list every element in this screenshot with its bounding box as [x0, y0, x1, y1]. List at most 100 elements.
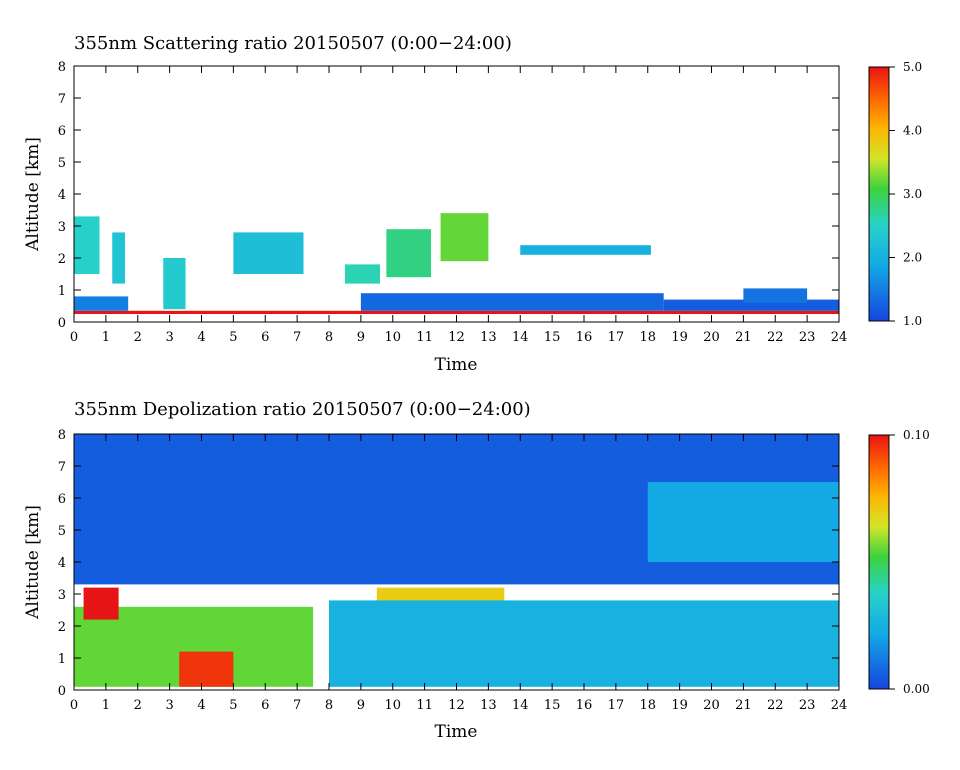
y-tick-label: 0 — [58, 316, 66, 331]
x-tick-label: 19 — [671, 698, 688, 713]
heatmap-cell-12 — [743, 288, 808, 303]
depolarization-axis-ticks: 0 1 2 3 4 5 6 7 8 9 10 11 12 13 14 15 16 17 18 19 20 21 22 23 24… — [58, 428, 848, 713]
heatmap-cell-3 — [83, 587, 119, 620]
x-tick-label: 20 — [703, 330, 720, 345]
scattering-marks — [74, 213, 839, 314]
colorbar-tick-label: 0.00 — [903, 682, 930, 696]
colorbar-tick-label: 5.0 — [903, 60, 922, 74]
scattering-colorbar — [868, 66, 890, 322]
y-tick-label: 2 — [58, 252, 66, 267]
x-tick-label: 22 — [767, 698, 784, 713]
x-tick-label: 3 — [165, 698, 173, 713]
x-tick-label: 12 — [448, 698, 465, 713]
y-tick-label: 8 — [58, 428, 66, 443]
scattering-plot-area — [74, 66, 839, 322]
y-tick-label: 6 — [58, 124, 66, 139]
x-tick-label: 19 — [671, 330, 688, 345]
y-tick-label: 5 — [58, 524, 66, 539]
heatmap-cell-1 — [74, 296, 129, 311]
x-tick-label: 5 — [229, 330, 237, 345]
x-tick-label: 10 — [384, 330, 401, 345]
x-tick-label: 9 — [357, 698, 365, 713]
y-tick-label: 6 — [58, 492, 66, 507]
x-tick-label: 4 — [197, 330, 205, 345]
x-tick-label: 7 — [293, 698, 301, 713]
y-tick-label: 1 — [58, 652, 66, 667]
x-tick-label: 22 — [767, 330, 784, 345]
x-tick-label: 0 — [70, 330, 78, 345]
x-tick-label: 6 — [261, 698, 269, 713]
x-tick-label: 18 — [639, 698, 656, 713]
x-tick-label: 14 — [512, 698, 529, 713]
x-tick-label: 13 — [480, 330, 497, 345]
scattering-colorbar-ticks: 1.0 2.0 3.0 4.0 5.0 — [889, 60, 922, 328]
scattering-title: 355nm Scattering ratio 20150507 (0:00−24… — [74, 33, 512, 54]
x-tick-label: 16 — [576, 330, 593, 345]
x-tick-label: 23 — [799, 330, 816, 345]
x-tick-label: 6 — [261, 330, 269, 345]
y-tick-label: 0 — [58, 684, 66, 699]
x-tick-label: 8 — [325, 698, 333, 713]
heatmap-cell-11 — [663, 299, 839, 311]
x-tick-label: 17 — [608, 698, 625, 713]
y-tick-label: 2 — [58, 620, 66, 635]
heatmap-cell-2 — [179, 651, 234, 687]
x-tick-label: 11 — [416, 330, 433, 345]
x-tick-label: 7 — [293, 330, 301, 345]
scattering-axis-ticks: 0 1 2 3 4 5 6 7 8 9 10 11 12 13 14 15 16 17 18 19 20 21 22 23 24… — [58, 60, 848, 345]
heatmap-cell-8 — [440, 213, 489, 262]
depolarization-title: 355nm Depolization ratio 20150507 (0:00−… — [74, 399, 531, 420]
y-tick-label: 7 — [58, 92, 66, 107]
x-tick-label: 5 — [229, 698, 237, 713]
heatmap-cell-6 — [344, 264, 380, 284]
colorbar-tick-label: 4.0 — [903, 124, 922, 138]
depolarization-xlabel: Time — [435, 722, 478, 742]
heatmap-cell-9 — [520, 245, 651, 255]
x-tick-label: 2 — [134, 698, 142, 713]
x-tick-label: 2 — [134, 330, 142, 345]
x-tick-label: 12 — [448, 330, 465, 345]
x-tick-label: 21 — [735, 698, 752, 713]
y-tick-label: 5 — [58, 156, 66, 171]
heatmap-cell-4 — [163, 258, 186, 310]
heatmap-cell-7 — [647, 482, 839, 562]
depolarization-colorbar-ticks: 0.00 0.10 — [889, 428, 930, 696]
depolarization-ylabel: Altitude [km] — [23, 505, 43, 620]
x-tick-label: 3 — [165, 330, 173, 345]
colorbar-tick-label: 0.10 — [903, 428, 930, 442]
x-tick-label: 16 — [576, 698, 593, 713]
colorbar-tick-label: 2.0 — [903, 251, 922, 265]
x-tick-label: 21 — [735, 330, 752, 345]
x-tick-label: 23 — [799, 698, 816, 713]
x-tick-label: 20 — [703, 698, 720, 713]
heatmap-cell-6 — [329, 600, 839, 687]
x-tick-label: 24 — [831, 330, 848, 345]
scattering-ylabel: Altitude [km] — [23, 137, 43, 252]
y-tick-label: 3 — [58, 220, 66, 235]
x-tick-label: 11 — [416, 698, 433, 713]
colorbar-tick-label: 3.0 — [903, 187, 922, 201]
x-tick-label: 18 — [639, 330, 656, 345]
x-tick-label: 1 — [102, 330, 110, 345]
y-tick-label: 8 — [58, 60, 66, 75]
x-tick-label: 13 — [480, 698, 497, 713]
x-tick-label: 14 — [512, 330, 529, 345]
y-tick-label: 4 — [58, 556, 66, 571]
depolarization-panel: 355nm Depolization ratio 20150507 (0:00−… — [23, 399, 930, 742]
y-tick-label: 1 — [58, 284, 66, 299]
scattering-xlabel: Time — [435, 355, 478, 375]
scattering-panel: 355nm Scattering ratio 20150507 (0:00−24… — [23, 33, 922, 375]
y-tick-label: 3 — [58, 588, 66, 603]
x-tick-label: 0 — [70, 698, 78, 713]
x-tick-label: 1 — [102, 698, 110, 713]
x-tick-label: 9 — [357, 330, 365, 345]
depolarization-colorbar — [868, 434, 890, 690]
y-tick-label: 4 — [58, 188, 66, 203]
x-tick-label: 8 — [325, 330, 333, 345]
heatmap-cell-10 — [360, 293, 664, 311]
x-tick-label: 10 — [384, 698, 401, 713]
y-tick-label: 7 — [58, 460, 66, 475]
x-tick-label: 24 — [831, 698, 848, 713]
x-tick-label: 4 — [197, 698, 205, 713]
x-tick-label: 17 — [608, 330, 625, 345]
